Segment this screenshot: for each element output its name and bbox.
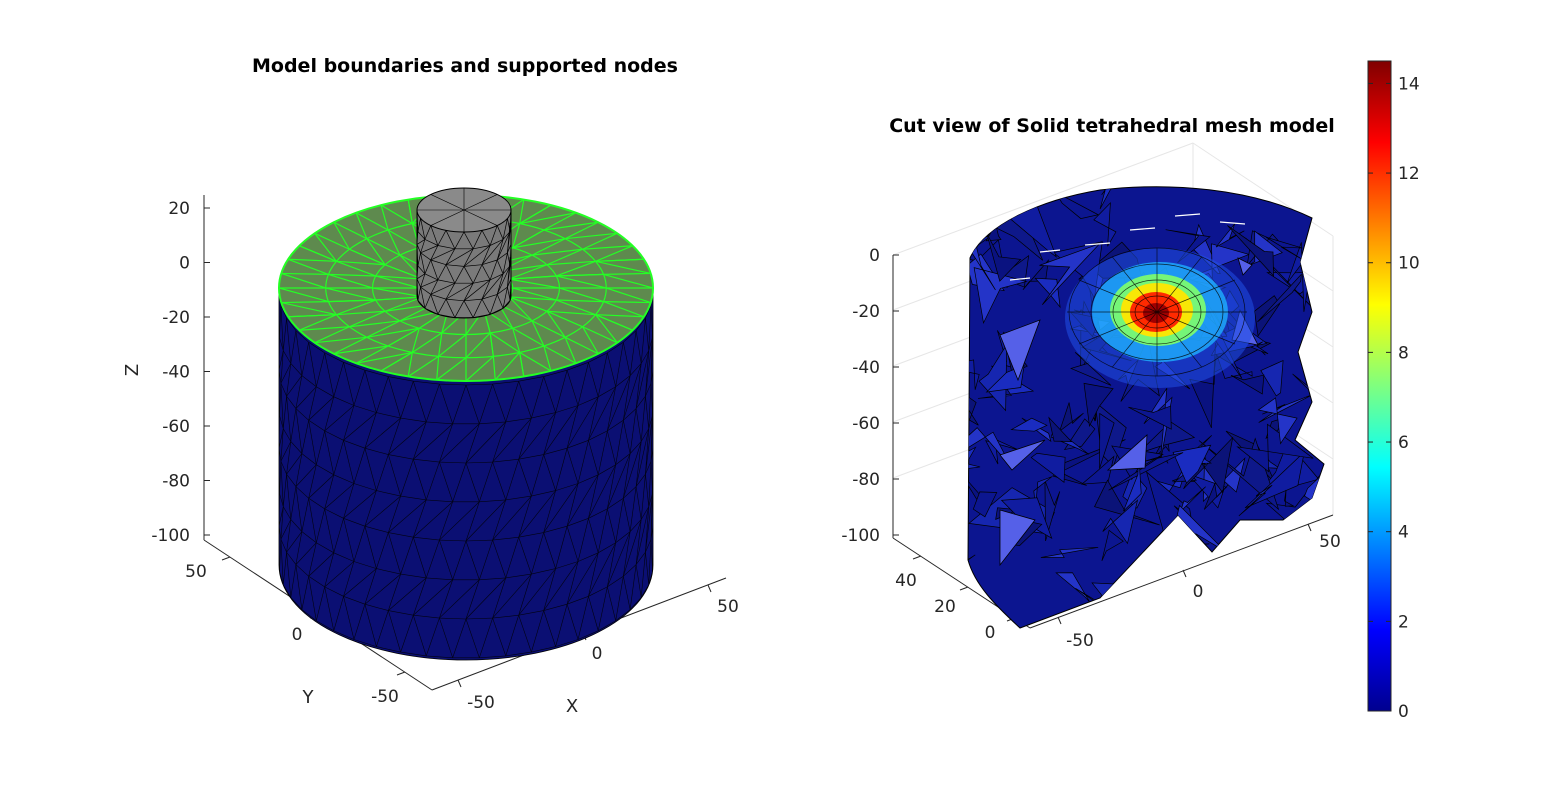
right-z-tick-label: -80 xyxy=(852,470,880,490)
left-z-tick-label: -80 xyxy=(162,472,190,492)
left-z-tick-label: 0 xyxy=(179,254,190,274)
right-y-tick-label: 0 xyxy=(985,623,996,643)
left-z-tick-label: 20 xyxy=(168,199,190,219)
right-y-tick-label: 20 xyxy=(934,597,956,617)
left-y-tick-label: 0 xyxy=(292,625,303,645)
left-y-tick-label: -50 xyxy=(371,687,399,707)
left-y-tick-mark xyxy=(396,671,406,676)
right-x-tick-label: 0 xyxy=(1193,582,1204,602)
right-x-tick-mark xyxy=(1307,523,1312,532)
colorbar-tick-label: 12 xyxy=(1398,164,1420,184)
colorbar-tick-label: 6 xyxy=(1398,433,1409,453)
colorbar-tick-label: 8 xyxy=(1398,343,1409,363)
left-x-tick-label: 0 xyxy=(592,644,603,664)
colorbar-tick-label: 2 xyxy=(1398,612,1409,632)
right-x-tick-label: -50 xyxy=(1066,631,1094,651)
left-z-tick-label: -100 xyxy=(151,526,190,546)
left-y-tick-mark xyxy=(221,556,231,561)
left-x-label: X xyxy=(566,696,578,717)
right-z-tick-label: -60 xyxy=(852,414,880,434)
colorbar-tick-label: 4 xyxy=(1398,523,1409,543)
right-plot: Cut view of Solid tetrahedral mesh model… xyxy=(841,60,1420,722)
left-axis-ticks: 20 0 -20 -40 -60 -80 -100 50 0 -50 -50 0 50 xyxy=(151,199,738,713)
left-z-label: Z xyxy=(122,364,143,376)
left-x-tick-mark xyxy=(707,584,712,593)
left-plot: Model boundaries and supported nodes 20 0… xyxy=(122,55,739,717)
colorbar-tick-label: 0 xyxy=(1398,702,1409,722)
right-z-tick-label: 0 xyxy=(869,246,880,266)
stress-hotspot xyxy=(1065,247,1255,388)
left-x-tick-mark xyxy=(457,679,462,688)
left-y-label: Y xyxy=(302,687,315,708)
indentor-cylinder xyxy=(416,187,512,319)
cut-mesh-body xyxy=(967,186,1325,629)
colorbar-tick-label: 14 xyxy=(1398,74,1420,94)
right-z-tick-label: -40 xyxy=(852,358,880,378)
right-plot-title: Cut view of Solid tetrahedral mesh model xyxy=(889,115,1335,137)
left-z-tick-label: -60 xyxy=(162,417,190,437)
colorbar: 0 2 4 6 8 10 12 14 xyxy=(1367,60,1420,722)
right-axis-ticks: 0 -20 -40 -60 -80 -100 0 20 40 -50 0 50 xyxy=(841,246,1340,651)
right-x-tick-mark xyxy=(1057,616,1062,625)
right-y-tick-mark xyxy=(912,555,922,560)
right-y-tick-label: 40 xyxy=(895,571,917,591)
left-plot-title: Model boundaries and supported nodes xyxy=(252,55,678,77)
left-x-tick-label: 50 xyxy=(717,597,739,617)
right-x-tick-label: 50 xyxy=(1319,532,1341,552)
left-z-tick-label: -40 xyxy=(162,363,190,383)
right-z-tick-label: -100 xyxy=(841,526,880,546)
left-y-tick-label: 50 xyxy=(185,562,207,582)
right-x-axis xyxy=(1029,514,1334,629)
right-y-tick-mark xyxy=(959,586,969,591)
right-x-tick-mark xyxy=(1182,569,1187,578)
left-z-tick-label: -20 xyxy=(162,308,190,328)
colorbar-tick-label: 10 xyxy=(1398,254,1420,274)
left-x-tick-label: -50 xyxy=(467,693,495,713)
right-z-tick-label: -20 xyxy=(852,302,880,322)
